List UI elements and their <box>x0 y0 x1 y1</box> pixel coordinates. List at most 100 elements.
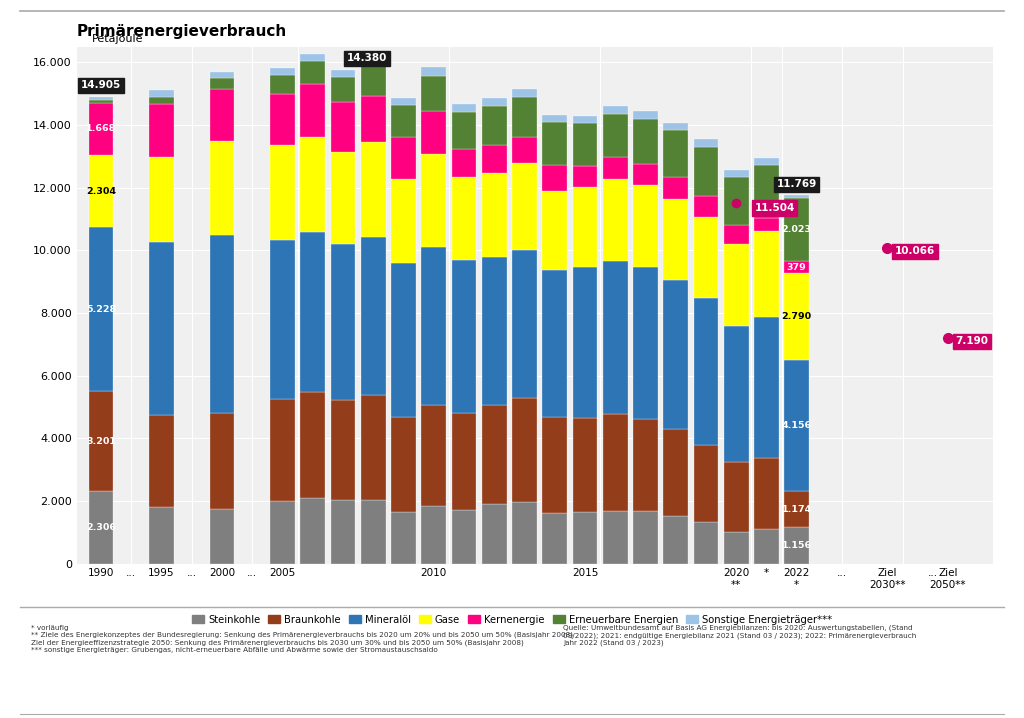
Bar <box>360 500 386 564</box>
Bar <box>421 76 446 111</box>
Bar <box>784 197 809 261</box>
Text: 379: 379 <box>786 263 807 271</box>
Bar <box>543 270 567 417</box>
Text: 2.304: 2.304 <box>86 187 116 196</box>
Bar <box>270 240 295 398</box>
Bar <box>512 136 537 162</box>
Bar <box>784 490 809 528</box>
Text: 4.156: 4.156 <box>781 421 812 430</box>
Bar <box>391 136 416 179</box>
Bar <box>543 115 567 122</box>
Bar <box>89 391 114 491</box>
Bar <box>603 114 628 157</box>
Bar <box>482 106 507 145</box>
Bar <box>572 116 597 123</box>
Bar <box>633 419 657 511</box>
Bar <box>150 90 174 98</box>
Bar <box>300 61 326 84</box>
Bar <box>150 98 174 104</box>
Bar <box>89 491 114 564</box>
Bar <box>331 70 355 77</box>
Bar <box>300 84 326 137</box>
Bar <box>603 157 628 179</box>
Text: Primärenergieverbrauch: Primärenergieverbrauch <box>77 24 287 39</box>
Bar <box>150 104 174 157</box>
Bar <box>391 512 416 564</box>
Bar <box>512 398 537 502</box>
Bar <box>210 72 234 78</box>
Bar <box>150 507 174 564</box>
Bar <box>300 137 326 232</box>
Bar <box>724 177 749 225</box>
Bar <box>693 522 719 564</box>
Bar <box>331 500 355 564</box>
Bar <box>270 75 295 94</box>
Text: 2.790: 2.790 <box>781 312 812 321</box>
Bar <box>421 406 446 506</box>
Bar <box>452 260 476 413</box>
Text: 3.201: 3.201 <box>86 437 116 446</box>
Bar <box>300 392 326 498</box>
Bar <box>754 158 779 165</box>
Bar <box>270 398 295 501</box>
Bar <box>210 509 234 564</box>
Bar <box>633 185 657 267</box>
Bar <box>572 267 597 418</box>
Text: 1.156: 1.156 <box>781 541 812 550</box>
Bar <box>89 100 114 103</box>
Text: Petajoule: Petajoule <box>92 34 143 44</box>
Bar <box>360 58 386 65</box>
Text: 10.066: 10.066 <box>895 246 935 256</box>
Bar <box>572 166 597 187</box>
Bar <box>482 173 507 257</box>
Bar <box>724 225 749 243</box>
Bar <box>603 179 628 261</box>
Bar <box>331 102 355 151</box>
Bar <box>664 177 688 199</box>
Bar <box>512 251 537 398</box>
Bar <box>633 267 657 419</box>
Bar <box>331 400 355 500</box>
Bar <box>300 498 326 564</box>
Bar <box>421 154 446 247</box>
Bar <box>543 165 567 191</box>
Bar <box>724 326 749 462</box>
Bar <box>391 264 416 417</box>
Bar <box>270 94 295 145</box>
Bar <box>270 145 295 240</box>
Bar <box>664 131 688 177</box>
Bar <box>572 187 597 267</box>
Bar <box>89 97 114 100</box>
Bar <box>603 261 628 414</box>
Bar <box>482 505 507 564</box>
Bar <box>754 165 779 218</box>
Bar <box>512 97 537 136</box>
Text: 1.174: 1.174 <box>781 505 812 513</box>
Bar <box>452 177 476 260</box>
Bar <box>270 68 295 75</box>
Bar <box>784 261 809 273</box>
Bar <box>452 149 476 177</box>
Bar <box>360 142 386 236</box>
Bar <box>421 506 446 564</box>
Bar <box>391 98 416 105</box>
Bar <box>693 444 719 522</box>
Bar <box>421 247 446 406</box>
Bar <box>512 502 537 564</box>
Bar <box>452 510 476 564</box>
Bar <box>482 98 507 106</box>
Bar <box>693 146 719 196</box>
Bar <box>572 512 597 564</box>
Bar <box>210 78 234 88</box>
Bar <box>633 164 657 185</box>
Bar <box>664 429 688 516</box>
Bar <box>452 104 476 113</box>
Bar <box>482 257 507 405</box>
Bar <box>664 516 688 564</box>
Text: 2.023: 2.023 <box>781 225 812 234</box>
Bar <box>360 395 386 500</box>
Bar <box>693 298 719 444</box>
Bar <box>603 414 628 510</box>
Bar <box>360 65 386 96</box>
Bar <box>331 243 355 400</box>
